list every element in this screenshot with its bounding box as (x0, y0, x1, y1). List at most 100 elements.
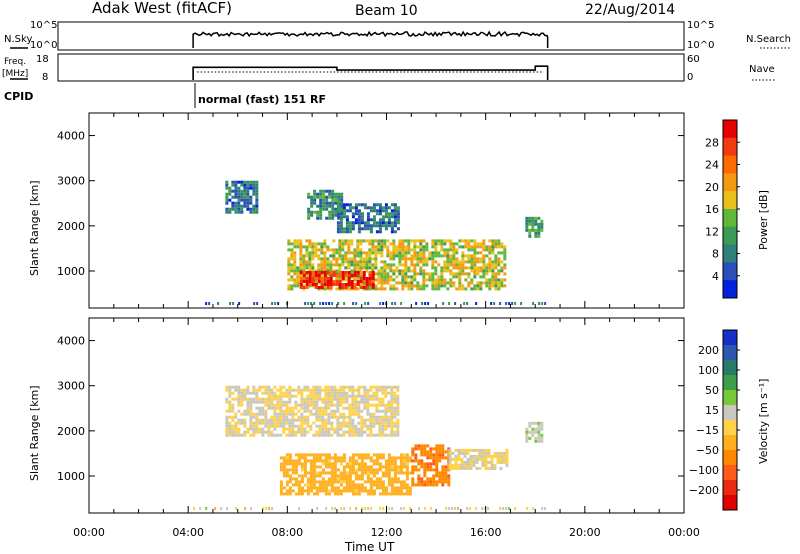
power-cell (356, 278, 360, 282)
velocity-cell (303, 433, 307, 437)
velocity-cell (369, 403, 373, 407)
power-cell (485, 272, 489, 276)
velocity-cell (267, 397, 271, 401)
power-cell (249, 186, 253, 190)
velocity-cell (348, 421, 352, 425)
velocity-cell (396, 486, 400, 490)
velocity-cell (348, 486, 352, 490)
y-tick-label: 4000 (57, 130, 85, 143)
power-cell (461, 284, 465, 288)
velocity-cell (402, 453, 406, 457)
power-cell (410, 257, 414, 261)
power-cell (337, 195, 341, 199)
power-cell (390, 230, 394, 234)
power-cell (387, 212, 391, 216)
velocity-cell (484, 463, 488, 467)
velocity-cell (324, 388, 328, 392)
power-cell (368, 242, 372, 246)
power-cell (446, 254, 450, 258)
power-cell (416, 284, 420, 288)
power-cell (344, 251, 348, 255)
power-cell (308, 242, 312, 246)
power-cell (434, 254, 438, 258)
power-cell (455, 251, 459, 255)
velocity-cell (336, 477, 340, 481)
velocity-cell (291, 430, 295, 434)
power-cell (308, 269, 312, 273)
velocity-cell (441, 447, 445, 451)
power-cell (237, 186, 241, 190)
velocity-cell (354, 471, 358, 475)
power-cell (347, 248, 351, 252)
velocity-cell (318, 483, 322, 487)
velocity-cell (423, 444, 427, 448)
velocity-cell (426, 468, 430, 472)
velocity-cell (294, 480, 298, 484)
power-cell (392, 272, 396, 276)
power-cell (404, 263, 408, 267)
power-cell (467, 242, 471, 246)
power-cell (443, 251, 447, 255)
velocity-cell (364, 507, 367, 510)
velocity-cell (363, 468, 367, 472)
velocity-cell (330, 385, 334, 389)
velocity-cell (411, 447, 415, 451)
velocity-cell (444, 465, 448, 469)
power-cell (271, 302, 274, 305)
velocity-cell (309, 412, 313, 416)
power-cell (404, 248, 408, 252)
power-cell (401, 275, 405, 279)
velocity-cell (327, 394, 331, 398)
colorbar-swatch (723, 375, 737, 391)
power-cell (237, 198, 241, 202)
velocity-cell (258, 412, 262, 416)
velocity-cell (342, 480, 346, 484)
power-cell (392, 263, 396, 267)
velocity-cell (417, 480, 421, 484)
velocity-cell (303, 489, 307, 493)
power-cell (488, 260, 492, 264)
velocity-cell (327, 492, 331, 496)
power-cell (488, 248, 492, 252)
power-cell (307, 192, 311, 196)
velocity-cell (417, 474, 421, 478)
power-cell (440, 239, 444, 243)
colorbar-tick-label: 200 (698, 344, 719, 357)
velocity-cell (402, 462, 406, 466)
velocity-cell (333, 415, 337, 419)
power-cell (482, 248, 486, 252)
velocity-cell (348, 424, 352, 428)
velocity-cell (330, 412, 334, 416)
velocity-cell (366, 394, 370, 398)
velocity-cell (265, 507, 268, 510)
velocity-cell (384, 418, 388, 422)
velocity-cell (469, 457, 473, 461)
velocity-cell (351, 424, 355, 428)
velocity-cell (306, 421, 310, 425)
velocity-cell (237, 397, 241, 401)
power-cell (255, 195, 259, 199)
velocity-cell (354, 394, 358, 398)
velocity-cell (369, 480, 373, 484)
velocity-cell (321, 489, 325, 493)
velocity-cell (306, 397, 310, 401)
velocity-cell (537, 421, 541, 425)
velocity-cell (315, 489, 319, 493)
power-cell (380, 239, 384, 243)
power-cell (344, 278, 348, 282)
power-cell (234, 210, 238, 214)
power-cell (287, 269, 291, 273)
velocity-cell (390, 424, 394, 428)
velocity-cell (309, 427, 313, 431)
power-cell (325, 195, 329, 199)
velocity-cell (363, 406, 367, 410)
power-cell (494, 272, 498, 276)
power-cell (293, 242, 297, 246)
power-cell (383, 260, 387, 264)
velocity-cell (375, 480, 379, 484)
velocity-cell (351, 430, 355, 434)
power-cell (470, 266, 474, 270)
power-cell (384, 209, 388, 213)
power-cell (485, 284, 489, 288)
power-cell (371, 242, 375, 246)
